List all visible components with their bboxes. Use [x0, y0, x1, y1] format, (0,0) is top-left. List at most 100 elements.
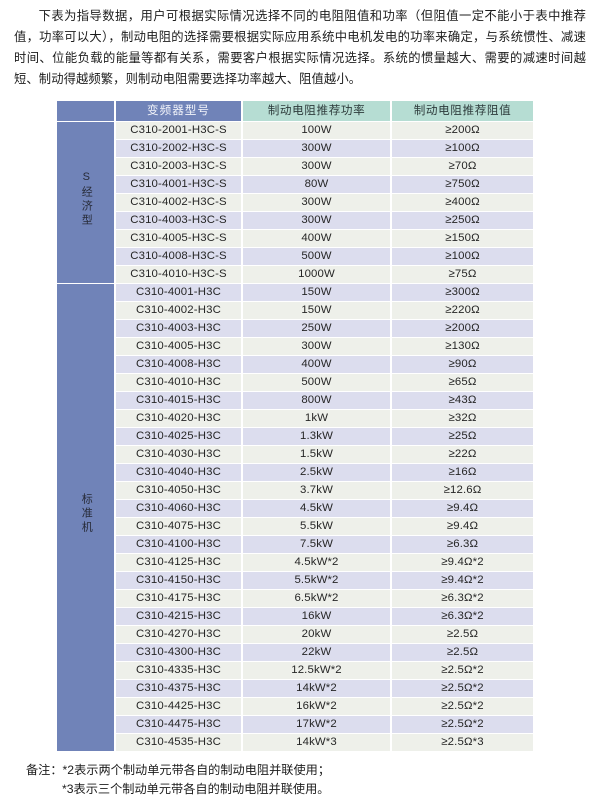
cell-resistance: ≥2.5Ω*2 [392, 679, 533, 697]
cell-resistance: ≥250Ω [392, 211, 533, 229]
cell-power: 22kW [243, 643, 390, 661]
cell-model: C310-4215-H3C [116, 607, 241, 625]
cell-power: 3.7kW [243, 481, 390, 499]
cell-model: C310-4535-H3C [116, 733, 241, 751]
table-row: C310-4425-H3C 16kW*2 ≥2.5Ω*2 [57, 697, 533, 715]
cell-model: C310-2002-H3C-S [116, 139, 241, 157]
cell-model: C310-4475-H3C [116, 715, 241, 733]
cell-model: C310-4075-H3C [116, 517, 241, 535]
cell-resistance: ≥43Ω [392, 391, 533, 409]
cell-power: 150W [243, 301, 390, 319]
cell-model: C310-4005-H3C [116, 337, 241, 355]
cell-model: C310-2003-H3C-S [116, 157, 241, 175]
cell-resistance: ≥300Ω [392, 283, 533, 301]
cell-resistance: ≥2.5Ω*2 [392, 697, 533, 715]
cell-model: C310-4001-H3C [116, 283, 241, 301]
table-row: C310-2003-H3C-S 300W ≥70Ω [57, 157, 533, 175]
table-row: C310-4005-H3C 300W ≥130Ω [57, 337, 533, 355]
cell-resistance: ≥2.5Ω*3 [392, 733, 533, 751]
cell-power: 12.5kW*2 [243, 661, 390, 679]
table-row: C310-4125-H3C 4.5kW*2 ≥9.4Ω*2 [57, 553, 533, 571]
table-row: C310-2002-H3C-S 300W ≥100Ω [57, 139, 533, 157]
cell-model: C310-4010-H3C [116, 373, 241, 391]
cell-resistance: ≥9.4Ω [392, 517, 533, 535]
cell-resistance: ≥2.5Ω*2 [392, 661, 533, 679]
cell-power: 400W [243, 229, 390, 247]
table-row: C310-4375-H3C 14kW*2 ≥2.5Ω*2 [57, 679, 533, 697]
table-row: C310-4002-H3C-S 300W ≥400Ω [57, 193, 533, 211]
table-row: C310-4300-H3C 22kW ≥2.5Ω [57, 643, 533, 661]
cell-model: C310-4008-H3C [116, 355, 241, 373]
cell-power: 150W [243, 283, 390, 301]
cell-model: C310-4030-H3C [116, 445, 241, 463]
cell-power: 500W [243, 247, 390, 265]
cell-power: 800W [243, 391, 390, 409]
table-row: C310-4060-H3C 4.5kW ≥9.4Ω [57, 499, 533, 517]
cell-model: C310-4125-H3C [116, 553, 241, 571]
cell-power: 100W [243, 121, 390, 139]
note-line-1: 备注：*2表示两个制动单元带各自的制动电阻并联使用； [26, 762, 331, 777]
cell-resistance: ≥150Ω [392, 229, 533, 247]
table-row: C310-4015-H3C 800W ≥43Ω [57, 391, 533, 409]
cell-resistance: ≥2.5Ω [392, 643, 533, 661]
cell-power: 500W [243, 373, 390, 391]
cell-model: C310-4025-H3C [116, 427, 241, 445]
cell-power: 4.5kW [243, 499, 390, 517]
cell-resistance: ≥750Ω [392, 175, 533, 193]
table-row: C310-4150-H3C 5.5kW*2 ≥9.4Ω*2 [57, 571, 533, 589]
table-row: S经济型 C310-2001-H3C-S 100W ≥200Ω [57, 121, 533, 283]
cell-model: C310-4005-H3C-S [116, 229, 241, 247]
table-row: C310-4003-H3C-S 300W ≥250Ω [57, 211, 533, 229]
cell-power: 2.5kW [243, 463, 390, 481]
table-body: S经济型 C310-2001-H3C-S 100W ≥200Ω C310-2002-H3… [57, 121, 533, 751]
cell-resistance: ≥100Ω [392, 139, 533, 157]
cell-resistance: ≥400Ω [392, 193, 533, 211]
cell-power: 300W [243, 193, 390, 211]
table-header-row: 变频器型号 制动电阻推荐功率 制动电阻推荐阻值 [57, 100, 533, 121]
table-row: C310-4003-H3C 250W ≥200Ω [57, 319, 533, 337]
table-row: C310-4010-H3C 500W ≥65Ω [57, 373, 533, 391]
cell-power: 14kW*3 [243, 733, 390, 751]
table-row: C310-4335-H3C 12.5kW*2 ≥2.5Ω*2 [57, 661, 533, 679]
cell-resistance: ≥9.4Ω*2 [392, 571, 533, 589]
table-row: C310-4002-H3C 150W ≥220Ω [57, 301, 533, 319]
cell-model: C310-4002-H3C-S [116, 193, 241, 211]
cell-power: 16kW [243, 607, 390, 625]
group-label-cell: 标准机 [57, 283, 114, 751]
cell-resistance: ≥16Ω [392, 463, 533, 481]
cell-resistance: ≥22Ω [392, 445, 533, 463]
table-row: C310-4005-H3C-S 400W ≥150Ω [57, 229, 533, 247]
cell-power: 6.5kW*2 [243, 589, 390, 607]
cell-resistance: ≥32Ω [392, 409, 533, 427]
cell-power: 1kW [243, 409, 390, 427]
note-line-2: *3表示三个制动单元带各自的制动电阻并联使用。 [62, 782, 330, 797]
table-row: C310-4040-H3C 2.5kW ≥16Ω [57, 463, 533, 481]
group-label-text: 标准机 [80, 493, 93, 536]
cell-model: C310-4020-H3C [116, 409, 241, 427]
cell-resistance: ≥2.5Ω*2 [392, 715, 533, 733]
brake-resistor-spec-table: 变频器型号 制动电阻推荐功率 制动电阻推荐阻值 S经济型 C310-2001-H3… [55, 100, 535, 752]
header-cell-group [57, 100, 114, 121]
table-row: C310-4020-H3C 1kW ≥32Ω [57, 409, 533, 427]
cell-model: C310-4060-H3C [116, 499, 241, 517]
cell-power: 4.5kW*2 [243, 553, 390, 571]
cell-resistance: ≥65Ω [392, 373, 533, 391]
table-row: C310-4008-H3C-S 500W ≥100Ω [57, 247, 533, 265]
cell-model: C310-4015-H3C [116, 391, 241, 409]
cell-model: C310-4270-H3C [116, 625, 241, 643]
cell-model: C310-4150-H3C [116, 571, 241, 589]
cell-power: 1000W [243, 265, 390, 283]
table-row: C310-4025-H3C 1.3kW ≥25Ω [57, 427, 533, 445]
header-cell-model: 变频器型号 [116, 100, 241, 121]
cell-power: 17kW*2 [243, 715, 390, 733]
table-row: C310-4001-H3C-S 80W ≥750Ω [57, 175, 533, 193]
table-row: C310-4008-H3C 400W ≥90Ω [57, 355, 533, 373]
table-row: C310-4100-H3C 7.5kW ≥6.3Ω [57, 535, 533, 553]
table-row: C310-4270-H3C 20kW ≥2.5Ω [57, 625, 533, 643]
cell-model: C310-4002-H3C [116, 301, 241, 319]
cell-power: 300W [243, 337, 390, 355]
cell-resistance: ≥2.5Ω [392, 625, 533, 643]
cell-model: C310-4008-H3C-S [116, 247, 241, 265]
cell-resistance: ≥75Ω [392, 265, 533, 283]
table-row: C310-4050-H3C 3.7kW ≥12.6Ω [57, 481, 533, 499]
